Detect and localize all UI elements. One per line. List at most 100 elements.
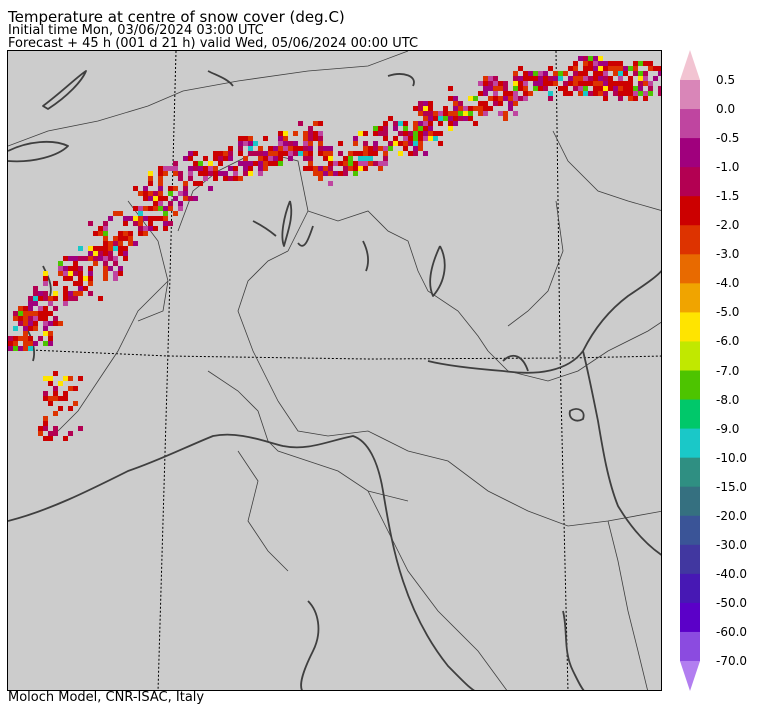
snow-cell <box>53 281 58 286</box>
snow-cell <box>58 266 63 271</box>
snow-cell <box>78 271 83 276</box>
snow-cell <box>23 306 28 311</box>
snow-cell <box>68 406 73 411</box>
snow-cell <box>508 101 513 106</box>
snow-cell <box>468 96 473 101</box>
snow-cell <box>543 81 548 86</box>
snow-cell <box>133 186 138 191</box>
snow-cell <box>433 136 438 141</box>
snow-cell <box>618 61 623 66</box>
snow-cell <box>148 171 153 176</box>
snow-cell <box>613 61 618 66</box>
snow-cell <box>78 281 83 286</box>
snow-cell <box>158 216 163 221</box>
snow-cell <box>73 386 78 391</box>
snow-cell <box>243 166 248 171</box>
snow-cell <box>658 86 661 91</box>
snow-cell <box>313 131 318 136</box>
snow-cell <box>613 86 618 91</box>
snow-cell <box>33 341 38 346</box>
snow-cell <box>293 146 298 151</box>
snow-cell <box>648 66 653 71</box>
snow-cell <box>358 131 363 136</box>
snow-cell <box>48 396 53 401</box>
snow-cell <box>118 271 123 276</box>
snow-cell <box>33 301 38 306</box>
snow-cell <box>103 261 108 266</box>
snow-cell <box>598 91 603 96</box>
snow-cell <box>78 376 83 381</box>
snow-cell <box>588 76 593 81</box>
snow-cell <box>208 161 213 166</box>
snow-cell <box>528 91 533 96</box>
snow-cell <box>458 101 463 106</box>
snow-cell <box>303 136 308 141</box>
snow-cell <box>73 256 78 261</box>
snow-cell <box>93 256 98 261</box>
snow-cell <box>13 346 18 351</box>
snow-cell <box>43 281 48 286</box>
snow-cell <box>458 111 463 116</box>
snow-cell <box>428 126 433 131</box>
snow-cell <box>103 256 108 261</box>
snow-cell <box>158 191 163 196</box>
lake-como <box>297 225 314 247</box>
snow-cell <box>28 301 33 306</box>
snow-cell <box>583 66 588 71</box>
snow-cell <box>308 166 313 171</box>
snow-cell <box>18 336 23 341</box>
snow-cell <box>288 141 293 146</box>
snow-cell <box>328 161 333 166</box>
snow-cell <box>103 246 108 251</box>
snow-cell <box>138 231 143 236</box>
snow-cell <box>598 66 603 71</box>
snow-cell <box>618 66 623 71</box>
snow-cell <box>578 71 583 76</box>
snow-cell <box>78 266 83 271</box>
snow-cell <box>308 136 313 141</box>
snow-cell <box>243 141 248 146</box>
snow-cell <box>113 236 118 241</box>
snow-cell <box>423 136 428 141</box>
snow-cell <box>48 301 53 306</box>
snow-cell <box>88 256 93 261</box>
snow-cell <box>163 206 168 211</box>
snow-cell <box>333 171 338 176</box>
snow-cell <box>53 321 58 326</box>
snow-cell <box>68 291 73 296</box>
snow-cell <box>13 326 18 331</box>
snow-cell <box>493 76 498 81</box>
snow-cell <box>418 101 423 106</box>
snow-cell <box>438 131 443 136</box>
snow-cell <box>33 311 38 316</box>
snow-cell <box>378 161 383 166</box>
snow-cell <box>73 271 78 276</box>
snow-cell <box>328 181 333 186</box>
lake-neuchatel <box>42 70 87 110</box>
snow-cell <box>533 81 538 86</box>
snow-cell <box>168 206 173 211</box>
snow-cell <box>283 136 288 141</box>
snow-cell <box>248 166 253 171</box>
snow-cell <box>328 151 333 156</box>
colorbar-label: -15.0 <box>716 479 748 494</box>
snow-cell <box>88 271 93 276</box>
snow-cell <box>258 171 263 176</box>
snow-cell <box>113 256 118 261</box>
snow-cell <box>148 181 153 186</box>
snow-cell <box>63 301 68 306</box>
snow-cell <box>113 211 118 216</box>
snow-cell <box>633 66 638 71</box>
snow-cell <box>243 136 248 141</box>
snow-cell <box>213 151 218 156</box>
snow-cell <box>303 156 308 161</box>
snow-cell <box>398 131 403 136</box>
snow-cell <box>328 156 333 161</box>
border-line <box>57 280 169 432</box>
snow-cell <box>463 111 468 116</box>
border-line <box>552 130 661 211</box>
snow-cell <box>63 376 68 381</box>
snow-cell <box>568 81 573 86</box>
snow-cell <box>83 256 88 261</box>
snow-cell <box>443 111 448 116</box>
